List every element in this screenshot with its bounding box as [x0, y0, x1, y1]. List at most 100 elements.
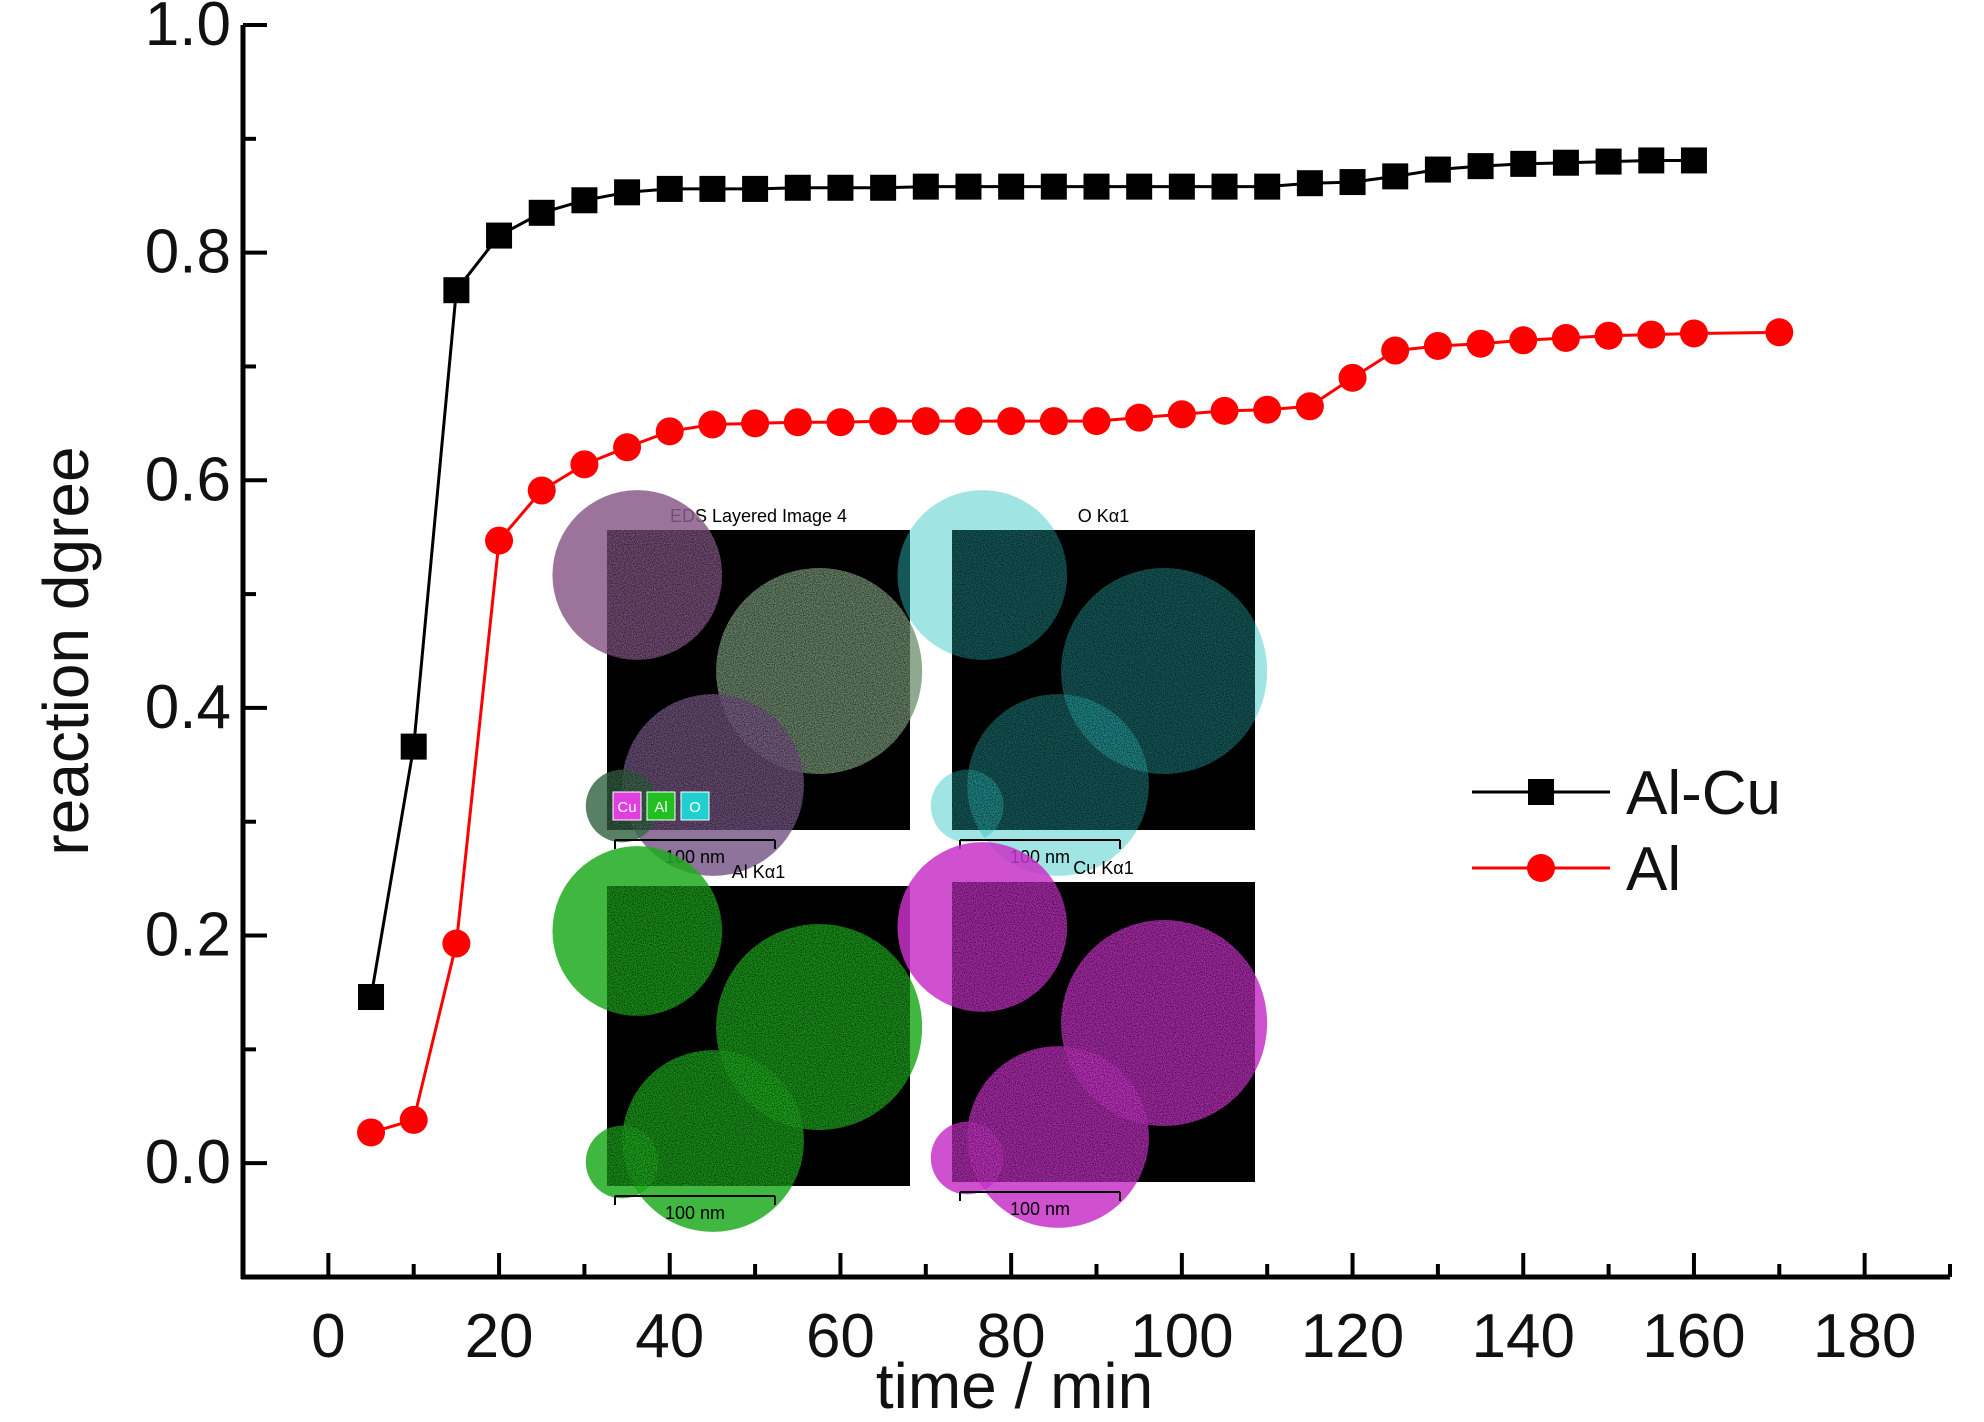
eds-element-key-label: Al	[654, 799, 667, 816]
data-point	[911, 407, 940, 436]
data-point	[784, 174, 811, 201]
data-point	[742, 175, 769, 202]
data-point	[1296, 170, 1323, 197]
data-point	[1551, 324, 1580, 352]
x-tick-label: 0	[311, 1302, 345, 1371]
data-point	[1210, 396, 1239, 425]
data-point	[655, 417, 684, 446]
data-point	[1509, 326, 1538, 355]
eds-noise-overlay	[952, 882, 1255, 1182]
data-point	[1295, 392, 1324, 421]
data-point	[1637, 320, 1666, 349]
y-tick-label: 0.0	[145, 1128, 231, 1197]
data-point	[954, 407, 983, 436]
data-point	[1680, 147, 1707, 174]
data-point	[613, 433, 642, 462]
legend-label: Al-Cu	[1626, 759, 1781, 828]
eds-panel-title: Cu Kα1	[1073, 858, 1133, 878]
eds-element-key-label: O	[689, 799, 701, 816]
data-point	[527, 476, 556, 505]
data-point	[1254, 173, 1281, 200]
data-point	[485, 526, 514, 555]
scale-bar-label: 100 nm	[1010, 1199, 1070, 1219]
data-point	[955, 173, 982, 200]
data-point	[1125, 403, 1154, 432]
x-tick-label: 100	[1130, 1302, 1233, 1371]
legend-marker	[1527, 854, 1555, 882]
data-point	[1083, 173, 1110, 200]
data-point	[826, 408, 855, 437]
data-point	[869, 407, 898, 436]
data-point	[870, 174, 897, 201]
data-point	[400, 733, 427, 760]
data-point	[1467, 153, 1494, 180]
data-point	[442, 929, 471, 958]
data-point	[486, 222, 513, 249]
y-tick-label: 0.8	[145, 218, 231, 287]
legend: Al-Cu Al	[1472, 759, 1781, 904]
eds-noise-overlay	[607, 530, 910, 830]
data-point	[1423, 331, 1452, 360]
scale-bar-label: 100 nm	[665, 1203, 725, 1223]
x-tick-label: 180	[1813, 1302, 1916, 1371]
plot-area	[357, 147, 1794, 1147]
data-point	[699, 175, 726, 202]
y-axis-title: reaction dgree	[30, 446, 102, 855]
y-tick-label: 0.2	[145, 901, 231, 970]
data-point	[1765, 318, 1794, 347]
data-point	[1595, 148, 1622, 175]
x-tick-label: 20	[465, 1302, 534, 1371]
data-point	[698, 410, 727, 439]
legend-label: Al	[1626, 835, 1681, 904]
data-point	[357, 1118, 386, 1147]
data-point	[443, 277, 470, 304]
data-point	[1168, 173, 1195, 200]
data-point	[1211, 173, 1238, 200]
data-point	[912, 173, 939, 200]
eds-element-key-label: Cu	[617, 799, 636, 816]
data-point	[571, 187, 598, 214]
x-tick-label: 160	[1642, 1302, 1745, 1371]
data-point	[656, 175, 683, 202]
data-point	[997, 407, 1026, 436]
data-point	[1082, 407, 1111, 436]
eds-panel: Cu Kα1 100 nm	[897, 842, 1268, 1228]
eds-panel: Al Kα1 100 nm	[552, 846, 923, 1232]
x-tick-label: 120	[1301, 1302, 1404, 1371]
eds-element-key	[612, 791, 642, 821]
data-point	[1466, 329, 1495, 358]
data-point	[1510, 150, 1537, 177]
data-point	[1338, 363, 1367, 392]
legend-marker	[1528, 779, 1554, 805]
data-point	[1679, 319, 1708, 348]
x-tick-label: 140	[1472, 1302, 1575, 1371]
data-point	[827, 174, 854, 201]
y-tick-label: 1.0	[145, 0, 231, 59]
data-point	[1552, 149, 1579, 176]
data-point	[1594, 321, 1623, 350]
eds-element-key	[646, 791, 676, 821]
eds-panel-title: O Kα1	[1078, 506, 1129, 526]
data-point	[1039, 407, 1068, 436]
x-tick-label: 80	[977, 1302, 1046, 1371]
eds-element-key	[680, 791, 710, 821]
data-point	[399, 1105, 428, 1134]
data-point	[1381, 336, 1410, 365]
data-point	[1424, 156, 1451, 183]
y-tick-label: 0.4	[145, 673, 231, 742]
data-point	[570, 450, 599, 479]
y-tick-label: 0.6	[145, 445, 231, 514]
data-point	[1126, 173, 1153, 200]
data-point	[1638, 147, 1665, 174]
axes: 0.0 0.2 0.4 0.6 0.8 1.0 0 20 40 60 80 100 120 140 160 1…	[30, 0, 1952, 1422]
data-point	[358, 984, 385, 1011]
data-point	[1339, 169, 1366, 196]
data-point	[528, 199, 555, 226]
eds-panel-title: EDS Layered Image 4	[670, 506, 847, 526]
x-tick-label: 40	[635, 1302, 704, 1371]
